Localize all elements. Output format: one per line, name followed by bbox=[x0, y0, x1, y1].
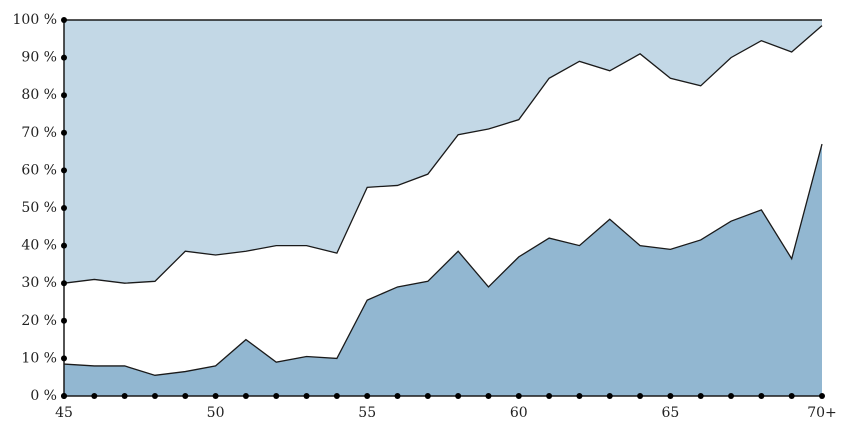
x-tick-dot bbox=[819, 393, 825, 399]
x-tick-dot bbox=[515, 393, 522, 399]
area-layers bbox=[64, 20, 822, 396]
x-tick-label: 45 bbox=[55, 405, 73, 421]
area-series-2 bbox=[64, 25, 822, 376]
y-tick-dot bbox=[61, 242, 67, 249]
y-tick-dot bbox=[61, 355, 67, 362]
tick-labels: 0 % 10 % 20 % 30 % 40 % 50 % 60 % 70 % 80 % 90 % 1… bbox=[13, 12, 837, 421]
x-tick-dot bbox=[303, 393, 310, 399]
y-tick-dot bbox=[61, 17, 67, 23]
x-tick-dot bbox=[212, 393, 219, 399]
x-tick-dot bbox=[697, 393, 704, 399]
x-tick-dot bbox=[242, 393, 249, 399]
x-tick-dot bbox=[485, 393, 492, 399]
y-tick-dot bbox=[61, 129, 67, 136]
y-tick-label: 80 % bbox=[21, 87, 57, 103]
x-tick-dot bbox=[333, 393, 340, 399]
x-tick-dot bbox=[121, 393, 128, 399]
y-tick-dot bbox=[61, 205, 67, 211]
y-tick-dot bbox=[61, 92, 67, 99]
y-tick-label: 30 % bbox=[21, 275, 57, 291]
y-tick-dot bbox=[61, 54, 67, 61]
y-tick-dot bbox=[61, 167, 67, 174]
boundary-lines bbox=[63, 25, 823, 376]
y-tick-label: 50 % bbox=[21, 200, 57, 216]
series-boundary-line-2 bbox=[63, 25, 823, 284]
y-tick-label: 40 % bbox=[21, 238, 57, 254]
x-tick-dot bbox=[667, 393, 674, 399]
x-tick-dot bbox=[758, 393, 765, 399]
x-tick-dot bbox=[455, 393, 462, 399]
x-tick-label: 65 bbox=[661, 405, 679, 421]
tick-markers bbox=[61, 17, 825, 399]
x-tick-dot bbox=[424, 393, 431, 399]
x-tick-dot bbox=[61, 393, 67, 399]
x-tick-dot bbox=[151, 393, 158, 399]
x-tick-dot bbox=[91, 393, 98, 399]
x-tick-dot bbox=[546, 393, 553, 399]
y-tick-label: 100 % bbox=[13, 12, 57, 28]
x-tick-dot bbox=[728, 393, 735, 399]
x-tick-dot bbox=[364, 393, 371, 399]
y-tick-dot bbox=[61, 317, 67, 324]
x-tick-dot bbox=[576, 393, 583, 399]
y-tick-label: 20 % bbox=[21, 313, 57, 329]
x-tick-dot bbox=[637, 393, 644, 399]
x-tick-dot bbox=[394, 393, 401, 399]
area-series-1 bbox=[64, 144, 822, 396]
area-series-3 bbox=[64, 20, 822, 284]
x-tick-dot bbox=[606, 393, 613, 399]
x-tick-label: 50 bbox=[207, 405, 225, 421]
x-tick-dot bbox=[788, 393, 795, 399]
x-tick-label: 60 bbox=[510, 405, 528, 421]
series-boundary-line-1 bbox=[63, 143, 823, 376]
x-tick-dot bbox=[273, 393, 280, 399]
y-tick-label: 0 % bbox=[30, 388, 57, 404]
y-tick-label: 90 % bbox=[21, 50, 57, 66]
y-tick-dot bbox=[61, 280, 67, 287]
y-tick-label: 10 % bbox=[21, 350, 57, 366]
x-tick-label: 70+ bbox=[807, 405, 837, 421]
x-tick-label: 55 bbox=[358, 405, 376, 421]
y-tick-label: 60 % bbox=[21, 162, 57, 178]
y-tick-label: 70 % bbox=[21, 125, 57, 141]
x-tick-dot bbox=[182, 393, 189, 399]
